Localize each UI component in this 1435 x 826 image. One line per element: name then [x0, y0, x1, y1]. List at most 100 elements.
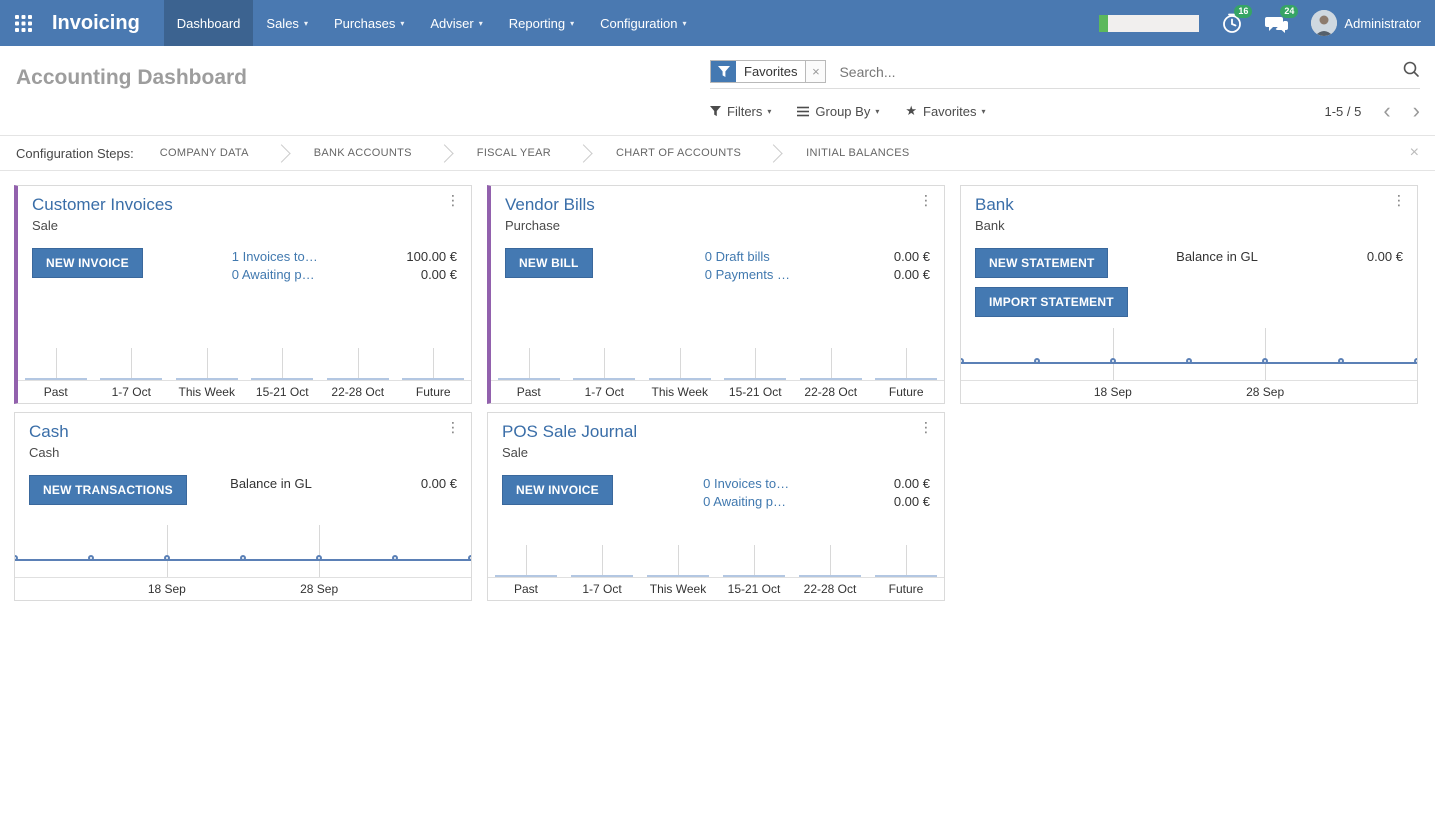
config-step-chart-of-accounts[interactable]: CHART OF ACCOUNTS — [616, 147, 742, 159]
menu-item-dashboard[interactable]: Dashboard — [163, 0, 254, 46]
card-body: NEW INVOICE 0 Invoices to… 0.00 € 0 Awai… — [488, 460, 944, 514]
journal-link[interactable]: 0 Awaiting p… — [231, 267, 315, 282]
config-step-fiscal-year[interactable]: FISCAL YEAR — [476, 147, 552, 159]
apps-grid-icon — [14, 14, 32, 32]
favorites-button[interactable]: ★ Favorites ▾ — [905, 103, 986, 119]
journal-title[interactable]: Vendor Bills — [505, 195, 595, 214]
chart-x-label: 18 Sep — [1093, 385, 1132, 399]
bar-zero-value — [251, 378, 314, 380]
bar-chart — [491, 328, 944, 380]
new-invoice-button[interactable]: NEW INVOICE — [502, 475, 613, 505]
chart-tick — [830, 348, 832, 380]
new-transactions-button[interactable]: NEW TRANSACTIONS — [29, 475, 187, 505]
group-by-button[interactable]: Group By ▾ — [797, 104, 879, 119]
bar-chart-slot — [396, 328, 472, 380]
chart-point-marker — [88, 555, 94, 561]
bar-zero-value — [648, 378, 711, 380]
chart-category-label: 15-21 Oct — [255, 385, 309, 399]
journal-link[interactable]: 0 Draft bills — [704, 249, 770, 264]
chart-tick — [679, 348, 681, 380]
card-chart — [15, 525, 471, 577]
journal-link[interactable]: 0 Payments … — [704, 267, 791, 282]
chart-point-marker — [15, 555, 18, 561]
card-kebab-menu-icon[interactable]: ⋮ — [919, 419, 933, 435]
menu-item-configuration[interactable]: Configuration ▾ — [600, 15, 687, 31]
bar-chart-slot — [320, 328, 396, 380]
chat-bubbles-icon — [1265, 17, 1289, 33]
journal-link[interactable]: 0 Awaiting p… — [703, 494, 787, 509]
close-icon[interactable]: × — [1409, 144, 1419, 161]
chart-tick — [528, 348, 530, 380]
chart-axis-labels: Past 1-7 Oct This Week 15-21 Oct 22-28 Oct Fu… — [488, 577, 944, 600]
user-menu[interactable]: Administrator — [1311, 10, 1421, 36]
card-kebab-menu-icon[interactable]: ⋮ — [1392, 192, 1406, 208]
journal-title[interactable]: Bank — [975, 195, 1014, 214]
menu-item-purchases[interactable]: Purchases ▾ — [333, 15, 405, 31]
bar-zero-value — [570, 575, 634, 577]
line-chart — [961, 328, 1417, 380]
search-icon[interactable] — [1402, 60, 1420, 83]
search-input[interactable] — [833, 61, 1396, 82]
dashboard-cards: ⋮ Customer Invoices Sale NEW INVOICE 1 I… — [0, 171, 1435, 601]
card-header: Bank Bank — [961, 186, 1417, 233]
card-buttons: NEW STATEMENT IMPORT STATEMENT — [975, 248, 1176, 326]
new-invoice-button[interactable]: NEW INVOICE — [32, 248, 143, 278]
pager-next-button[interactable]: › — [1412, 98, 1420, 123]
chart-tick — [602, 545, 603, 577]
menu-item-sales[interactable]: Sales ▾ — [266, 15, 308, 31]
card-buttons: NEW INVOICE — [502, 475, 703, 514]
journal-link[interactable]: 0 Invoices to… — [703, 476, 790, 491]
filters-button[interactable]: Filters ▾ — [710, 104, 771, 119]
journal-type: Sale — [502, 445, 529, 460]
chart-axis-labels: Past 1-7 Oct This Week 15-21 Oct 22-28 Oct Fu… — [491, 380, 944, 403]
config-step-company-data[interactable]: COMPANY DATA — [159, 147, 249, 159]
bar-chart-slot — [792, 525, 868, 577]
apps-menu-icon[interactable] — [0, 0, 46, 46]
chart-category-label: 1-7 Oct — [582, 582, 622, 596]
card-kebab-menu-icon[interactable]: ⋮ — [446, 419, 460, 435]
activities-button[interactable]: 16 — [1221, 5, 1253, 34]
journal-link[interactable]: 1 Invoices to… — [231, 249, 318, 264]
card-chart — [961, 328, 1417, 380]
chart-point-marker — [240, 555, 246, 561]
new-bill-button[interactable]: NEW BILL — [505, 248, 593, 278]
chart-tick — [604, 348, 606, 380]
messages-button[interactable]: 24 — [1265, 5, 1299, 34]
journal-amount: 0.00 € — [893, 494, 930, 509]
journal-title[interactable]: POS Sale Journal — [502, 422, 638, 441]
card-buttons: NEW TRANSACTIONS — [29, 475, 230, 514]
chart-tick — [754, 545, 755, 577]
planner-progress-bar[interactable] — [1099, 14, 1200, 32]
import-statement-button[interactable]: IMPORT STATEMENT — [975, 287, 1128, 317]
chart-category-label: This Week — [178, 385, 235, 399]
bar-chart-slot — [94, 328, 170, 380]
journal-type: Bank — [975, 218, 1005, 233]
journal-title[interactable]: Cash — [29, 422, 69, 441]
journal-title[interactable]: Customer Invoices — [32, 195, 173, 214]
bar-chart-slot — [718, 328, 794, 380]
config-step-initial-balances[interactable]: INITIAL BALANCES — [806, 147, 910, 159]
chart-point-marker — [391, 555, 398, 561]
pager-previous-button[interactable]: ‹ — [1383, 98, 1391, 123]
caret-down-icon: ▾ — [570, 18, 575, 28]
filter-icon — [710, 105, 721, 116]
chart-tick — [755, 348, 757, 380]
chart-category-label: This Week — [651, 385, 708, 399]
bar-zero-value — [874, 575, 938, 577]
card-body: NEW TRANSACTIONS Balance in GL 0.00 € — [15, 460, 471, 514]
journal-card-vendor-bills: ⋮ Vendor Bills Purchase NEW BILL 0 Draft… — [487, 185, 945, 404]
config-step-bank-accounts[interactable]: BANK ACCOUNTS — [313, 147, 412, 159]
card-kebab-menu-icon[interactable]: ⋮ — [919, 192, 933, 208]
app-title[interactable]: Invoicing — [52, 11, 140, 34]
journal-info-row: 0 Draft bills 0.00 € — [705, 248, 930, 266]
facet-remove-button[interactable]: × — [805, 61, 826, 82]
bar-zero-value — [326, 378, 389, 380]
menu-item-reporting[interactable]: Reporting ▾ — [508, 15, 575, 31]
card-kebab-menu-icon[interactable]: ⋮ — [446, 192, 460, 208]
menu-item-adviser[interactable]: Adviser ▾ — [430, 15, 483, 31]
new-statement-button[interactable]: NEW STATEMENT — [975, 248, 1109, 278]
chart-point-marker — [1186, 358, 1192, 364]
bar-zero-value — [875, 378, 938, 380]
caret-down-icon: ▾ — [400, 18, 405, 28]
journal-amount: 0.00 € — [893, 249, 930, 264]
